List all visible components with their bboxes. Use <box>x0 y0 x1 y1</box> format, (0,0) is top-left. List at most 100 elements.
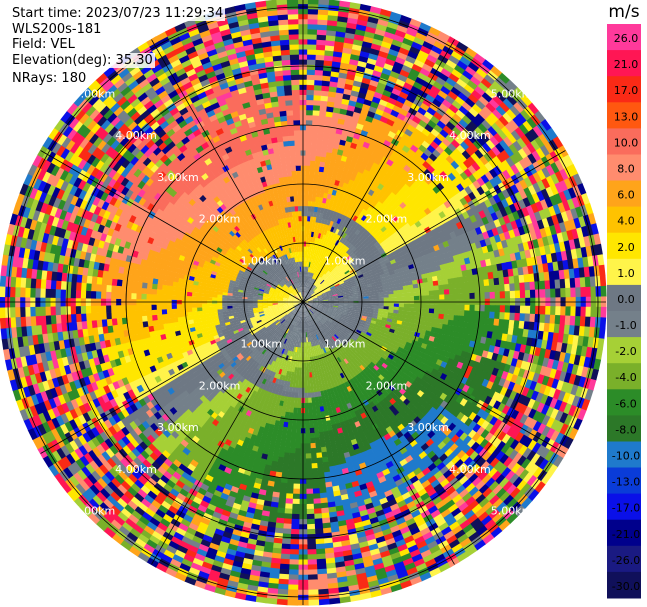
range-gate-cell <box>310 155 316 162</box>
range-gate-cell <box>398 46 410 56</box>
range-gate-cell <box>435 269 443 277</box>
range-gate-cell <box>325 288 332 293</box>
range-gate-cell <box>512 210 521 221</box>
range-gate-cell <box>475 260 483 269</box>
range-gate-cell <box>570 287 577 298</box>
range-gate-cell <box>351 246 357 253</box>
range-gate-cell <box>407 72 419 82</box>
range-gate-cell <box>485 88 497 99</box>
range-gate-cell <box>312 109 320 116</box>
range-gate-cell <box>338 164 345 172</box>
range-gate-cell <box>331 269 337 275</box>
range-gate-cell <box>331 289 337 293</box>
range-gate-cell <box>537 169 547 181</box>
range-gate-cell <box>310 145 317 152</box>
range-gate-cell <box>315 155 321 162</box>
range-gate-cell <box>304 180 310 186</box>
range-gate-cell <box>540 119 552 132</box>
range-gate-cell <box>329 75 339 83</box>
range-gate-cell <box>419 303 425 309</box>
range-gate-cell <box>349 268 356 274</box>
range-gate-cell <box>540 254 548 265</box>
range-gate-cell <box>401 277 408 283</box>
range-gate-cell <box>484 285 491 293</box>
range-gate-cell <box>367 288 374 292</box>
range-gate-cell <box>311 200 316 207</box>
range-gate-cell <box>488 84 500 96</box>
range-gate-cell <box>353 299 360 302</box>
range-gate-cell <box>579 204 589 217</box>
range-gate-cell <box>385 261 392 267</box>
range-gate-cell <box>331 277 337 282</box>
range-gate-cell <box>343 297 349 300</box>
range-gate-cell <box>358 276 365 281</box>
range-gate-cell <box>339 62 350 70</box>
range-gate-cell <box>348 295 354 299</box>
range-gate-cell <box>410 198 418 206</box>
range-gate-cell <box>412 115 422 125</box>
range-gate-cell <box>481 91 493 103</box>
range-gate-cell <box>459 73 471 85</box>
range-gate-cell <box>450 266 458 274</box>
range-gate-cell <box>334 158 342 166</box>
range-gate-cell <box>397 282 404 288</box>
range-gate-cell <box>348 236 355 244</box>
range-gate-cell <box>306 281 309 288</box>
range-gate-cell <box>326 246 331 253</box>
range-gate-cell <box>522 145 533 157</box>
range-gate-cell <box>327 19 338 27</box>
range-gate-cell <box>317 13 329 21</box>
range-gate-cell <box>321 261 326 267</box>
range-gate-cell <box>440 67 452 78</box>
range-gate-cell <box>348 258 355 264</box>
range-gate-cell <box>471 268 479 276</box>
range-gate-cell <box>524 305 531 315</box>
range-gate-cell <box>395 275 402 281</box>
range-gate-cell <box>514 181 525 193</box>
range-gate-cell <box>342 277 349 282</box>
range-gate-cell <box>573 267 581 279</box>
range-gate-cell <box>373 295 380 299</box>
range-gate-cell <box>321 146 328 153</box>
range-gate-cell <box>385 26 398 35</box>
range-gate-cell <box>304 276 306 282</box>
range-gate-cell <box>309 261 313 268</box>
range-gate-cell <box>547 262 555 273</box>
range-gate-cell <box>520 134 532 146</box>
range-gate-cell <box>339 202 345 210</box>
range-gate-cell <box>386 281 393 286</box>
range-gate-cell <box>419 67 431 77</box>
range-gate-cell <box>534 136 546 149</box>
range-gate-cell <box>368 303 375 306</box>
range-gate-cell <box>484 305 491 312</box>
range-gate-cell <box>311 292 316 297</box>
range-gate-cell <box>458 287 465 294</box>
range-gate-cell <box>347 249 354 256</box>
range-gate-cell <box>305 256 308 262</box>
range-gate-cell <box>352 289 359 293</box>
range-gate-cell <box>504 254 512 263</box>
range-gate-cell <box>445 133 456 144</box>
range-gate-cell <box>323 283 329 288</box>
range-gate-cell <box>523 105 536 118</box>
range-gate-cell <box>326 229 331 236</box>
range-gate-cell <box>320 289 326 293</box>
range-gate-cell <box>327 280 333 285</box>
range-gate-cell <box>326 146 334 154</box>
range-gate-cell <box>356 284 363 288</box>
range-gate-cell <box>330 287 337 292</box>
range-gate-cell <box>317 232 322 239</box>
range-gate-cell <box>341 287 347 291</box>
range-gate-cell <box>451 202 460 212</box>
range-gate-cell <box>322 293 328 297</box>
range-gate-cell <box>318 302 324 304</box>
range-gate-cell <box>508 203 518 214</box>
range-gate-cell <box>357 290 364 294</box>
range-gate-cell <box>363 253 370 259</box>
range-gate-cell <box>564 278 571 289</box>
range-gate-cell <box>335 127 343 135</box>
range-gate-cell <box>409 18 422 28</box>
range-gate-cell <box>535 147 546 160</box>
range-gate-cell <box>513 150 524 162</box>
range-gate-cell <box>356 269 363 275</box>
